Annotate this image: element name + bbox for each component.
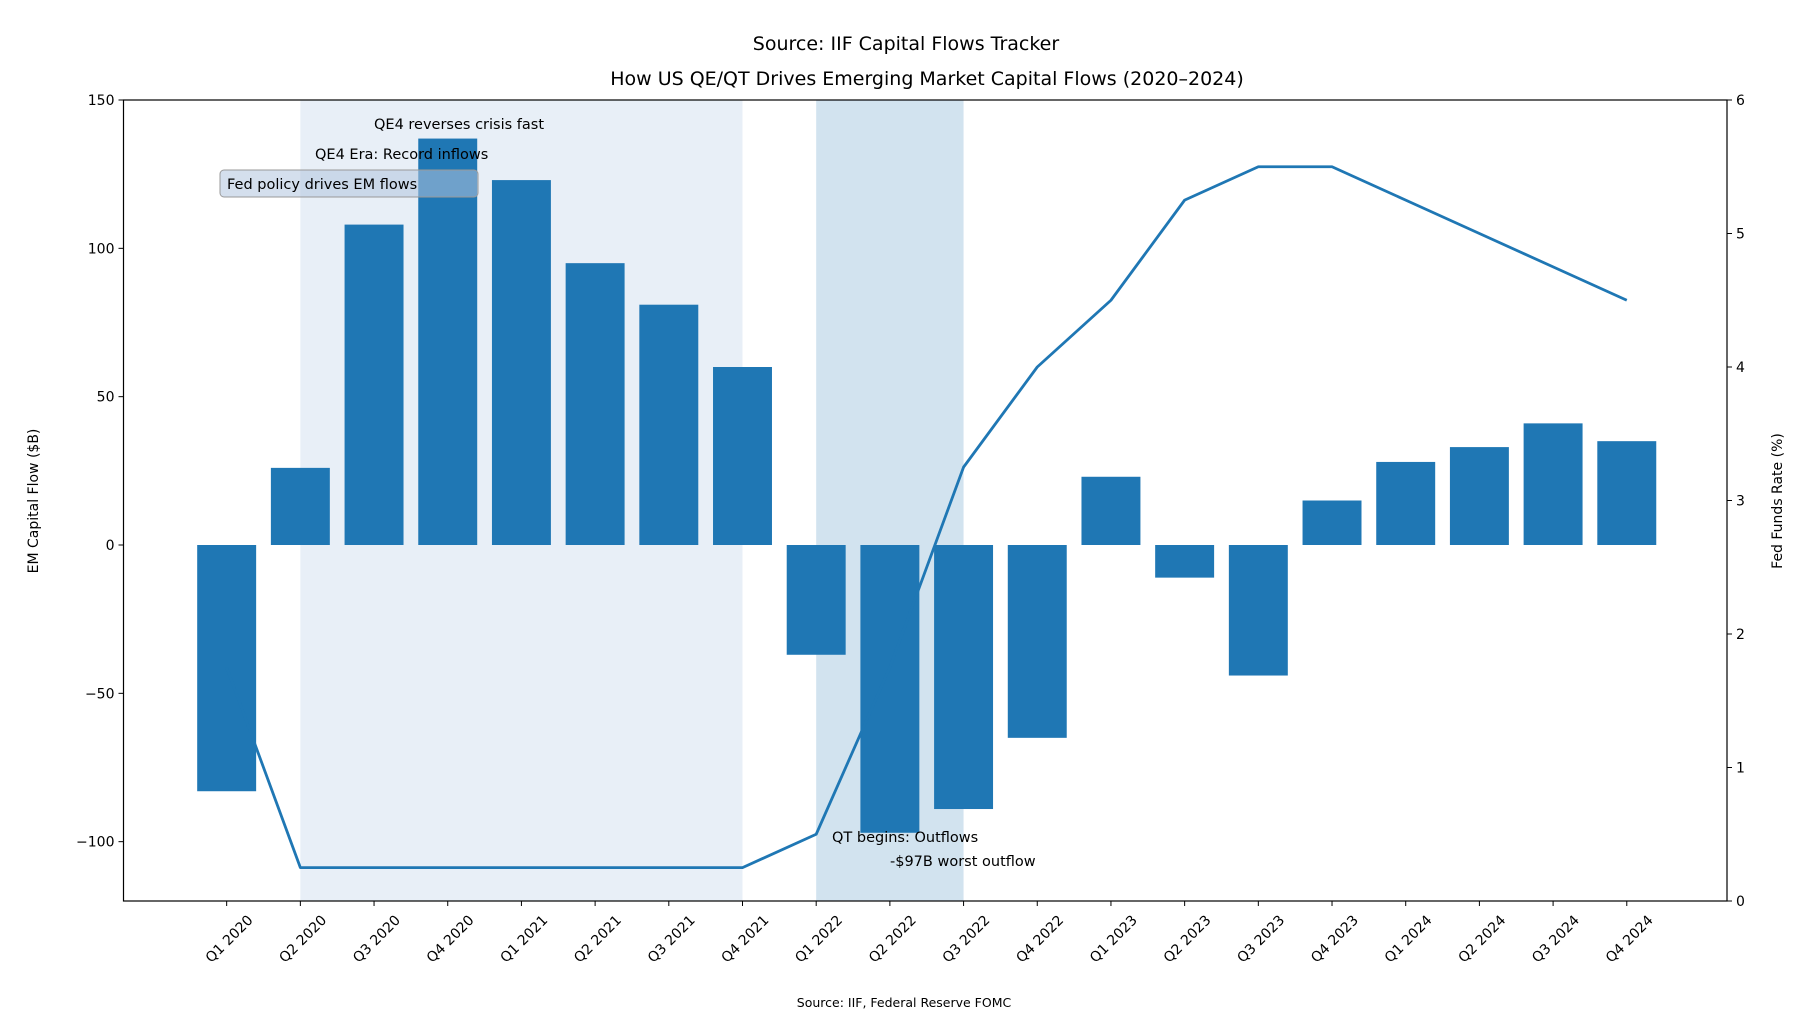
y2-tick-label: 6 (1736, 93, 1745, 109)
annotation-fed-policy: Fed policy drives EM flows (227, 177, 417, 193)
annotation-qe4-era: QE4 Era: Record inflows (315, 147, 488, 163)
y2-tick-label: 1 (1736, 761, 1745, 777)
y2-axis-label: Fed Funds Rate (%) (1770, 433, 1786, 569)
chart-title: How US QE/QT Drives Emerging Market Capi… (610, 68, 1244, 90)
annotation-box (219, 169, 479, 198)
x-tick-label: Q4 2022 (1013, 913, 1067, 967)
bar-q1-2024 (1376, 461, 1436, 545)
rate-line (225, 165, 1628, 870)
fed-funds-rate-line (225, 165, 1628, 870)
bar-q4-2021 (713, 367, 772, 545)
bar-q3-2023 (1228, 545, 1288, 676)
x-tick-label: Q4 2024 (1603, 912, 1657, 966)
y-tick-label: 100 (88, 241, 115, 257)
y-axis-label: EM Capital Flow ($B) (26, 429, 42, 574)
bar-q4-2024 (1597, 441, 1657, 545)
bar-q1-2023 (1081, 476, 1141, 545)
x-tick-label: Q1 2021 (498, 913, 552, 967)
y-tick-label: 150 (88, 93, 115, 109)
x-tick-label: Q3 2021 (645, 913, 699, 967)
x-tick-label: Q1 2023 (1087, 913, 1141, 967)
bar-q2-2021 (565, 263, 625, 545)
x-tick-label: Q4 2023 (1308, 913, 1362, 967)
x-tick-label: Q4 2021 (719, 913, 773, 967)
x-tick-label: Q3 2022 (940, 913, 994, 967)
bar-q1-2021 (491, 180, 551, 545)
x-tick-label: Q1 2020 (203, 913, 257, 967)
bar-q3-2020 (344, 224, 404, 545)
y-tick-label: 50 (97, 390, 115, 406)
bar-q3-2024 (1523, 423, 1583, 545)
y2-tick-label: 5 (1736, 227, 1745, 243)
y2-tick-label: 2 (1736, 627, 1745, 643)
x-tick-label: Q2 2022 (866, 913, 920, 967)
x-tick-label: Q2 2021 (571, 913, 625, 967)
bars (197, 138, 1657, 833)
x-tick-label: Q1 2024 (1382, 912, 1436, 966)
x-tick-label: Q2 2024 (1455, 912, 1509, 966)
x-tick-label: Q1 2022 (792, 913, 846, 967)
x-tick-label: Q3 2024 (1529, 912, 1583, 966)
annotation-qt-begins: QT begins: Outflows (832, 830, 978, 846)
annotation-worst-outflow: -$97B worst outflow (890, 854, 1036, 870)
y2-tick-label: 0 (1736, 894, 1745, 910)
bar-q2-2020 (270, 467, 330, 545)
y2-tick-label: 4 (1736, 360, 1745, 376)
bar-q4-2020 (418, 138, 478, 546)
x-tick-label: Q3 2020 (350, 913, 404, 967)
overlapping-source-title: Source: IIF Capital Flows Tracker (753, 33, 1060, 55)
bar-q4-2023 (1302, 500, 1362, 545)
x-tick-label: Q2 2023 (1161, 913, 1215, 967)
x-tick-label: Q3 2023 (1234, 913, 1288, 967)
y2-tick-label: 3 (1736, 494, 1745, 510)
y-tick-label: 0 (106, 538, 115, 554)
annotation-qe4-reverses: QE4 reverses crisis fast (374, 117, 544, 133)
x-tick-label: Q4 2020 (424, 913, 478, 967)
bar-q1-2022 (786, 545, 846, 655)
y-tick-label: −50 (85, 686, 115, 702)
bar-q2-2022 (860, 545, 920, 833)
footnote: Source: IIF, Federal Reserve FOMC (797, 995, 1012, 1010)
y-tick-label: −100 (76, 835, 114, 851)
bar-q3-2021 (639, 304, 699, 545)
bar-q3-2022 (934, 545, 994, 810)
bar-q2-2024 (1449, 447, 1509, 545)
bar-q2-2023 (1155, 545, 1215, 578)
x-tick-label: Q2 2020 (276, 913, 330, 967)
bar-q4-2022 (1007, 545, 1067, 738)
